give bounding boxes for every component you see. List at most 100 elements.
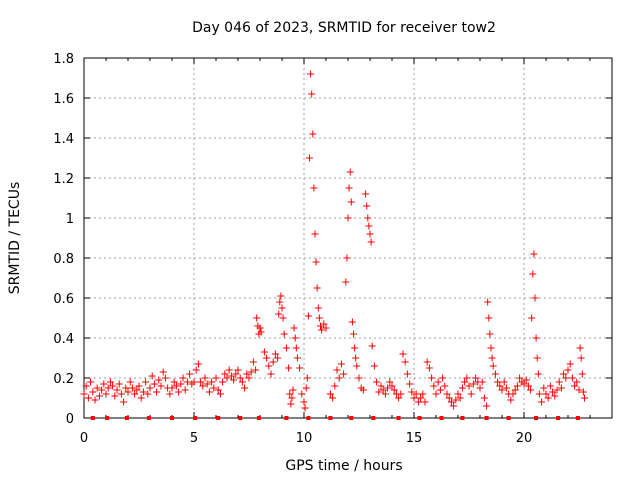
data-point bbox=[102, 390, 110, 398]
data-point bbox=[300, 398, 308, 406]
data-point bbox=[277, 292, 285, 300]
data-point bbox=[494, 378, 502, 386]
data-point bbox=[410, 394, 418, 402]
data-point bbox=[298, 390, 306, 398]
data-point bbox=[194, 360, 202, 368]
data-point bbox=[288, 394, 296, 402]
data-point bbox=[310, 184, 318, 192]
data-point bbox=[260, 348, 268, 356]
data-point bbox=[100, 380, 108, 388]
data-point bbox=[124, 388, 132, 396]
data-point bbox=[529, 270, 537, 278]
data-point bbox=[351, 344, 359, 352]
data-point bbox=[403, 370, 411, 378]
baseline-marker bbox=[284, 416, 289, 420]
data-point bbox=[203, 380, 211, 388]
data-point bbox=[91, 396, 99, 404]
data-point bbox=[306, 154, 313, 162]
data-point bbox=[535, 390, 543, 398]
data-point bbox=[236, 374, 244, 382]
baseline-marker bbox=[238, 416, 243, 420]
data-point bbox=[557, 384, 565, 392]
data-point bbox=[406, 380, 414, 388]
data-point bbox=[359, 386, 367, 394]
data-point bbox=[225, 366, 233, 374]
y-tick-label: 0 bbox=[66, 412, 74, 427]
data-point bbox=[335, 374, 343, 382]
data-point bbox=[540, 384, 548, 392]
data-point bbox=[170, 378, 178, 386]
data-point bbox=[331, 382, 339, 390]
baseline-marker bbox=[328, 416, 333, 420]
data-point bbox=[219, 378, 227, 386]
data-point bbox=[465, 382, 473, 390]
data-point bbox=[381, 390, 389, 398]
data-point bbox=[157, 382, 165, 390]
data-point bbox=[257, 328, 265, 336]
data-point bbox=[486, 330, 494, 338]
data-point bbox=[84, 394, 92, 402]
data-point bbox=[135, 382, 143, 390]
baseline-marker bbox=[306, 416, 311, 420]
data-point bbox=[276, 298, 284, 306]
y-tick-label: 1.2 bbox=[53, 172, 74, 187]
data-point bbox=[469, 380, 477, 388]
data-point bbox=[256, 324, 264, 332]
baseline-marker bbox=[105, 416, 110, 420]
data-point bbox=[509, 390, 517, 398]
data-point bbox=[484, 298, 492, 306]
data-point bbox=[430, 382, 438, 390]
baseline-marker bbox=[556, 416, 561, 420]
data-point bbox=[285, 364, 293, 372]
data-point bbox=[445, 394, 453, 402]
y-tick-label: 1 bbox=[66, 212, 74, 227]
data-point bbox=[487, 344, 495, 352]
data-point bbox=[342, 278, 350, 286]
data-point bbox=[197, 378, 205, 386]
data-point bbox=[247, 368, 255, 376]
data-point bbox=[212, 374, 220, 382]
baseline-marker bbox=[484, 416, 489, 420]
data-point bbox=[117, 390, 125, 398]
data-point bbox=[483, 402, 491, 410]
chart-title: Day 046 of 2023, SRMTID for receiver tow… bbox=[192, 20, 496, 36]
data-point bbox=[113, 386, 121, 394]
data-point bbox=[216, 390, 224, 398]
data-point bbox=[434, 378, 442, 386]
baseline-marker bbox=[396, 416, 401, 420]
y-tick-label: 0.2 bbox=[53, 372, 74, 387]
data-point bbox=[282, 344, 290, 352]
data-point bbox=[304, 312, 312, 320]
data-point bbox=[363, 202, 371, 210]
data-point bbox=[454, 390, 462, 398]
data-point bbox=[234, 366, 242, 374]
data-point bbox=[95, 392, 103, 400]
data-point bbox=[502, 384, 510, 392]
data-point bbox=[104, 384, 112, 392]
axis-ticks: 0 0.2 0.4 0.6 0.8 1 1.2 1.4 1.6 1.8 0 5 10 15 20 bbox=[53, 52, 613, 446]
data-point bbox=[397, 390, 405, 398]
data-point bbox=[267, 370, 275, 378]
data-point bbox=[137, 394, 145, 402]
data-point bbox=[478, 378, 486, 386]
y-axis-label: SRMTID / TECUs bbox=[7, 182, 23, 295]
baseline-marker bbox=[506, 416, 511, 420]
data-point bbox=[315, 314, 323, 322]
data-point bbox=[352, 354, 360, 362]
data-point bbox=[183, 378, 191, 386]
x-tick-label: 20 bbox=[516, 431, 533, 446]
data-point bbox=[168, 384, 176, 392]
data-point bbox=[546, 382, 554, 390]
data-point bbox=[390, 386, 398, 394]
data-point bbox=[146, 384, 154, 392]
data-point bbox=[489, 362, 497, 370]
data-point bbox=[296, 364, 304, 372]
data-point bbox=[120, 398, 128, 406]
data-point bbox=[522, 376, 530, 384]
data-point bbox=[312, 258, 320, 266]
data-point bbox=[538, 398, 546, 406]
data-point bbox=[278, 304, 286, 312]
data-point bbox=[205, 388, 213, 396]
data-point bbox=[175, 388, 183, 396]
